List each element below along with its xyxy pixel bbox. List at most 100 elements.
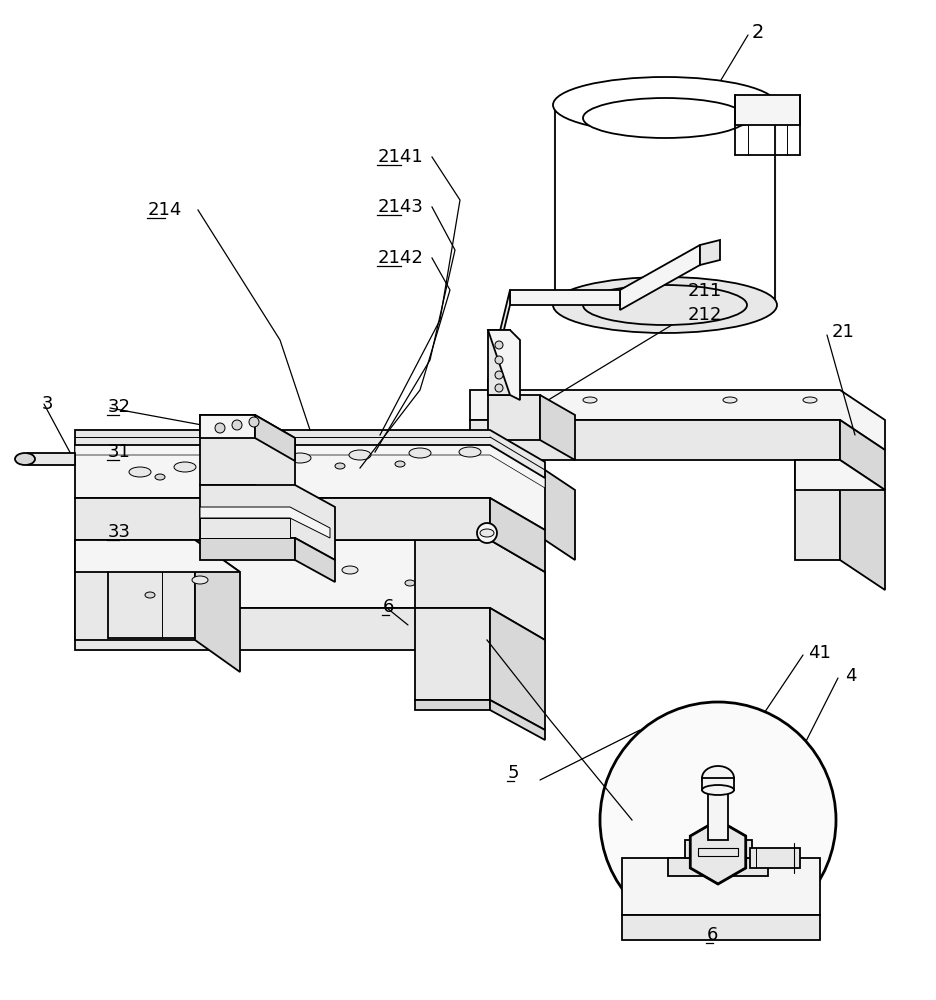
Ellipse shape <box>129 467 151 477</box>
Polygon shape <box>702 778 734 790</box>
Circle shape <box>215 423 225 433</box>
Polygon shape <box>510 290 620 305</box>
Polygon shape <box>622 915 820 940</box>
Ellipse shape <box>15 453 35 465</box>
Ellipse shape <box>229 457 251 467</box>
Text: 2143: 2143 <box>378 198 424 216</box>
Polygon shape <box>75 498 490 540</box>
Ellipse shape <box>723 397 737 403</box>
Ellipse shape <box>395 461 405 467</box>
Text: 2141: 2141 <box>378 148 424 166</box>
Text: 2142: 2142 <box>378 249 424 267</box>
Polygon shape <box>553 105 555 305</box>
Ellipse shape <box>275 467 285 473</box>
Polygon shape <box>470 460 530 560</box>
Polygon shape <box>488 330 510 395</box>
Polygon shape <box>490 498 545 572</box>
Polygon shape <box>840 460 885 590</box>
Ellipse shape <box>583 397 597 403</box>
Ellipse shape <box>553 77 777 133</box>
Polygon shape <box>622 858 820 915</box>
Polygon shape <box>195 540 240 672</box>
Ellipse shape <box>409 448 431 458</box>
Ellipse shape <box>405 580 415 586</box>
Polygon shape <box>490 700 545 740</box>
Ellipse shape <box>342 566 358 574</box>
Polygon shape <box>295 538 335 582</box>
Polygon shape <box>415 540 545 640</box>
Polygon shape <box>540 395 575 460</box>
Polygon shape <box>28 453 75 465</box>
Polygon shape <box>200 538 295 560</box>
Text: 32: 32 <box>108 398 131 416</box>
Text: 5: 5 <box>508 764 519 782</box>
Polygon shape <box>470 390 885 450</box>
Polygon shape <box>200 415 255 438</box>
Polygon shape <box>795 460 885 490</box>
Ellipse shape <box>583 98 747 138</box>
Text: 33: 33 <box>108 523 131 541</box>
Ellipse shape <box>480 529 494 537</box>
Circle shape <box>495 371 503 379</box>
Text: 2: 2 <box>752 22 765 41</box>
Ellipse shape <box>155 474 165 480</box>
Polygon shape <box>470 420 840 460</box>
Polygon shape <box>685 840 752 858</box>
Polygon shape <box>490 608 545 730</box>
Polygon shape <box>700 240 720 265</box>
Polygon shape <box>488 330 520 400</box>
Text: 6: 6 <box>383 598 394 616</box>
Circle shape <box>477 523 497 543</box>
Polygon shape <box>735 95 800 125</box>
Polygon shape <box>490 608 545 680</box>
Polygon shape <box>200 518 290 538</box>
Text: 41: 41 <box>808 644 831 662</box>
Polygon shape <box>415 608 490 700</box>
Polygon shape <box>708 790 728 840</box>
Text: 212: 212 <box>688 306 723 324</box>
Text: 31: 31 <box>108 443 131 461</box>
Polygon shape <box>75 440 545 488</box>
Polygon shape <box>255 415 295 461</box>
Circle shape <box>600 702 836 938</box>
Text: 3: 3 <box>42 395 53 413</box>
Polygon shape <box>75 608 490 650</box>
Polygon shape <box>750 848 800 868</box>
Polygon shape <box>775 105 777 305</box>
Ellipse shape <box>215 471 225 477</box>
Text: 6: 6 <box>707 926 718 944</box>
Polygon shape <box>530 460 575 560</box>
Ellipse shape <box>503 397 517 403</box>
Text: 214: 214 <box>148 201 183 219</box>
Ellipse shape <box>289 453 311 463</box>
Circle shape <box>232 420 242 430</box>
Ellipse shape <box>459 447 481 457</box>
Polygon shape <box>698 848 738 856</box>
Ellipse shape <box>702 766 734 790</box>
Ellipse shape <box>803 397 817 403</box>
Polygon shape <box>200 485 335 560</box>
Polygon shape <box>200 415 295 508</box>
Polygon shape <box>795 460 840 560</box>
Text: 211: 211 <box>688 282 723 300</box>
Circle shape <box>249 417 259 427</box>
Polygon shape <box>200 507 330 538</box>
Circle shape <box>495 384 503 392</box>
Polygon shape <box>415 700 490 710</box>
Polygon shape <box>488 395 540 440</box>
Polygon shape <box>75 540 195 640</box>
Polygon shape <box>488 290 510 395</box>
Polygon shape <box>75 445 545 530</box>
Text: 21: 21 <box>832 323 855 341</box>
Polygon shape <box>620 245 700 310</box>
Polygon shape <box>75 540 240 572</box>
Ellipse shape <box>702 785 734 795</box>
Polygon shape <box>690 820 746 884</box>
Polygon shape <box>840 420 885 490</box>
Polygon shape <box>75 540 545 640</box>
Ellipse shape <box>192 576 208 584</box>
Ellipse shape <box>583 285 747 325</box>
Circle shape <box>495 356 503 364</box>
Polygon shape <box>75 430 545 478</box>
Ellipse shape <box>145 592 155 598</box>
